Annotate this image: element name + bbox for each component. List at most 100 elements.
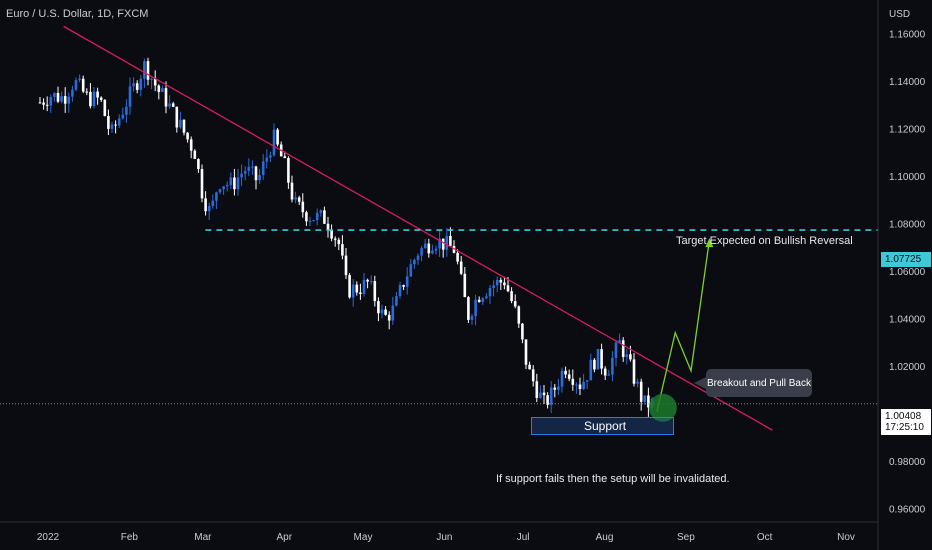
price-axis[interactable]: 1.180001.160001.140001.120001.100001.080…: [889, 0, 926, 516]
symbol-title[interactable]: Euro / U.S. Dollar, 1D, FXCM: [6, 8, 149, 20]
candle: [218, 188, 222, 195]
candle-body: [373, 281, 377, 302]
price-tick-label: 1.12000: [889, 125, 926, 136]
candle-body: [539, 392, 542, 398]
time-axis[interactable]: 2022 Feb Mar Apr May Jun Jul Aug Sep Oct Nov: [37, 532, 855, 543]
candle-body: [204, 198, 207, 212]
candle: [625, 348, 629, 365]
candle-body: [344, 255, 348, 276]
candle: [366, 278, 369, 289]
candle-body: [589, 359, 593, 381]
candle-body: [553, 387, 557, 390]
candle: [445, 227, 449, 257]
candle: [326, 216, 330, 238]
candle-body: [578, 384, 582, 390]
candle: [272, 123, 276, 157]
candle-body: [276, 129, 279, 145]
price-tick-label: 1.02000: [889, 362, 926, 373]
candle: [380, 304, 384, 319]
candle-body: [499, 279, 503, 283]
candle: [611, 351, 614, 382]
candle-body: [420, 247, 423, 256]
candle: [240, 164, 243, 186]
support-label: Support: [584, 419, 627, 433]
candle: [481, 296, 485, 306]
candle-body: [506, 285, 510, 292]
candle-body: [114, 124, 117, 126]
candle-body: [78, 78, 81, 81]
candle-body: [197, 159, 200, 170]
candle: [373, 275, 377, 307]
candle: [171, 101, 175, 108]
candle-body: [463, 273, 467, 298]
candle-body: [103, 99, 107, 116]
candle-body: [528, 364, 531, 370]
candle: [204, 191, 207, 216]
candle: [200, 164, 204, 203]
candle: [117, 114, 121, 128]
descending-trendline[interactable]: [63, 25, 773, 431]
candle-body: [395, 296, 398, 306]
candle: [369, 275, 373, 285]
candle: [593, 358, 596, 373]
candle-body: [254, 166, 258, 181]
candle-body: [251, 166, 254, 168]
projection-path[interactable]: [656, 240, 711, 412]
candle-body: [643, 395, 647, 402]
candle: [53, 92, 56, 102]
candle-body: [60, 96, 63, 102]
candle-body: [380, 309, 384, 314]
candle: [186, 132, 189, 143]
candle: [96, 87, 99, 105]
candle-body: [503, 282, 506, 286]
candle: [121, 107, 125, 120]
candle-body: [531, 369, 535, 382]
candle-body: [247, 167, 251, 171]
candle-body: [49, 96, 53, 106]
candle-body: [182, 119, 186, 133]
candle-body: [153, 78, 157, 86]
candle: [567, 369, 571, 382]
candle-body: [323, 210, 326, 224]
last-price-tag: 1.00408 17:25:10: [881, 409, 931, 435]
candle-body: [161, 88, 164, 92]
candle: [600, 343, 603, 375]
candle-body: [45, 104, 49, 106]
candle: [135, 80, 139, 94]
candle-body: [38, 102, 42, 104]
candle-body: [333, 238, 337, 240]
candle: [477, 296, 481, 303]
candle: [301, 193, 305, 218]
candle: [125, 99, 128, 123]
candle: [261, 154, 265, 180]
candle-body: [186, 132, 189, 140]
candle: [337, 237, 341, 251]
candle: [517, 305, 521, 328]
candle: [542, 384, 546, 404]
candle-body: [423, 243, 427, 248]
candle: [416, 253, 420, 265]
candle-body: [596, 349, 600, 370]
candle-body: [269, 155, 272, 158]
candle: [535, 373, 539, 403]
candle-body: [189, 139, 193, 151]
candle: [71, 85, 74, 102]
candle-body: [377, 301, 380, 314]
candle-body: [107, 115, 110, 129]
candle: [510, 287, 513, 304]
candle-body: [366, 279, 369, 282]
candle-body: [218, 189, 222, 193]
candle: [56, 86, 60, 104]
candle: [110, 121, 114, 134]
candle: [63, 87, 67, 113]
candle: [179, 111, 182, 129]
candle: [571, 369, 575, 391]
candle: [315, 208, 319, 226]
time-tick-label: 2022: [37, 532, 60, 543]
candle: [531, 365, 535, 387]
price-tick-label: 1.08000: [889, 220, 926, 231]
candle-body: [387, 314, 391, 321]
candle-body: [74, 80, 78, 90]
candle: [128, 77, 132, 115]
